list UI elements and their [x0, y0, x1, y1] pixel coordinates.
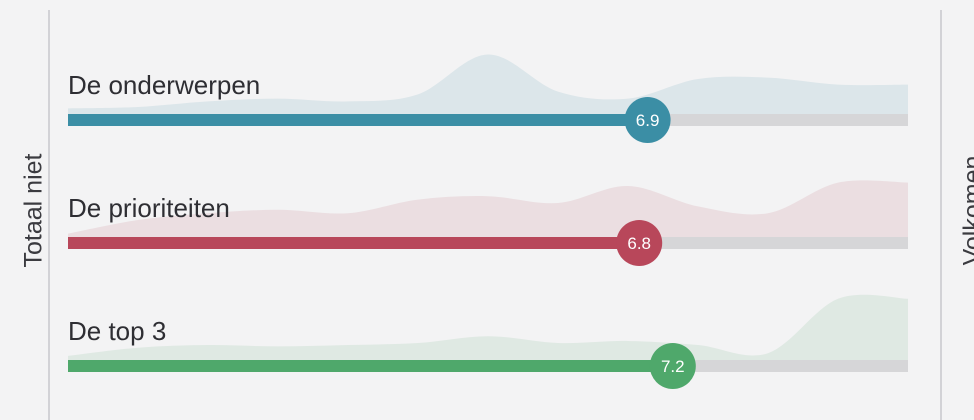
value-marker [624, 97, 671, 143]
right-axis-line [940, 10, 942, 420]
value-marker [649, 343, 696, 389]
row-label: De onderwerpen [68, 70, 260, 100]
value-bar [68, 360, 673, 372]
value-label: 7.2 [661, 357, 685, 376]
value-bar [68, 237, 640, 249]
value-label: 6.9 [636, 111, 660, 130]
distribution-area [68, 180, 908, 239]
row-label: De top 3 [68, 316, 166, 346]
value-label: 6.8 [627, 234, 651, 253]
row-label: De prioriteiten [68, 193, 230, 223]
value-bar [68, 114, 648, 126]
distribution-area [68, 54, 908, 116]
left-axis-line [48, 10, 50, 420]
distribution-area [68, 294, 908, 362]
value-marker [616, 220, 663, 266]
